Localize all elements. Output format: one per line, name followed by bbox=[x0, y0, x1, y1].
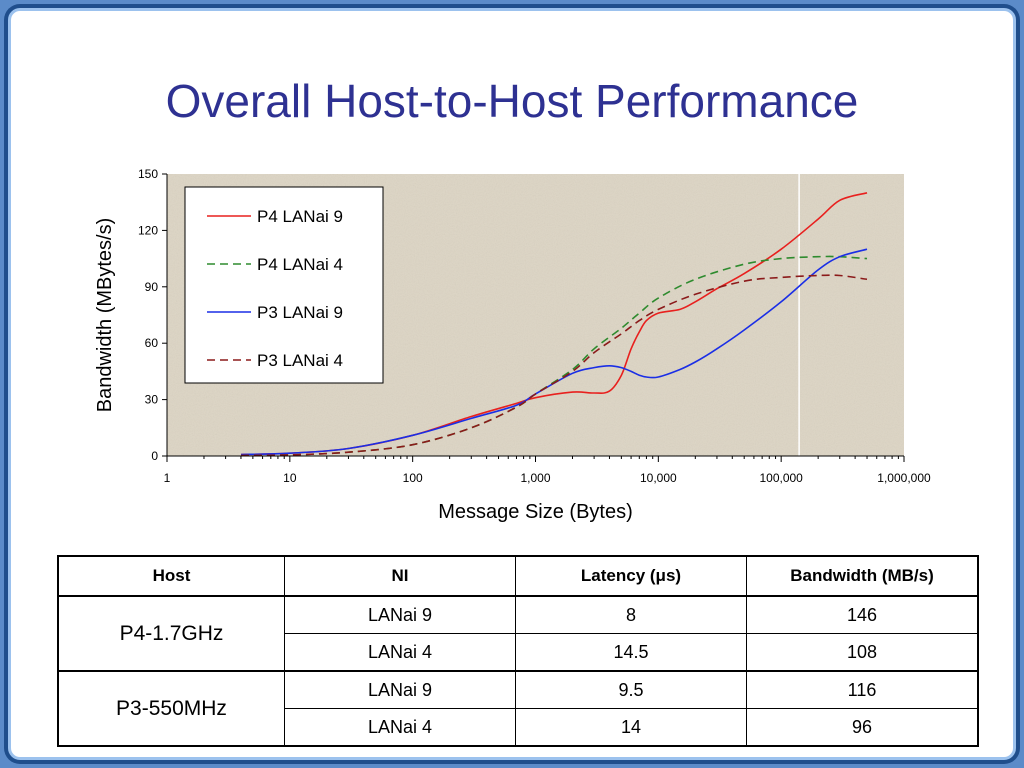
table-row: P3-550MHz LANai 9 9.5 116 bbox=[57, 670, 979, 747]
legend-label-p3-lanai-9: P3 LANai 9 bbox=[257, 303, 343, 322]
slide-content: Overall Host-to-Host Performance 0 30 60 90… bbox=[8, 8, 1016, 760]
x-tick-label: 1 bbox=[164, 471, 171, 485]
x-tick-label: 100,000 bbox=[759, 471, 803, 485]
performance-table: Host NI Latency (μs) Bandwidth (MB/s) P4… bbox=[57, 555, 979, 747]
series-line-p4-lanai-9 bbox=[240, 192, 868, 456]
host-cell: P4-1.7GHz bbox=[57, 595, 285, 672]
latency-cell: 14.5 bbox=[515, 633, 747, 672]
bandwidth-cell: 116 bbox=[746, 670, 979, 709]
table-header-row: Host NI Latency (μs) Bandwidth (MB/s) bbox=[57, 555, 979, 597]
latency-cell: 14 bbox=[515, 708, 747, 747]
x-tick-label: 1,000,000 bbox=[877, 471, 931, 485]
y-tick-label: 150 bbox=[138, 167, 158, 181]
latency-cell: 9.5 bbox=[515, 670, 747, 709]
y-tick-label: 120 bbox=[138, 223, 158, 237]
y-tick-label: 90 bbox=[145, 280, 159, 294]
x-axis-label: Message Size (Bytes) bbox=[438, 501, 633, 523]
y-axis-label: Bandwidth (MBytes/s) bbox=[94, 218, 116, 413]
ni-cell: LANai 4 bbox=[284, 633, 516, 672]
legend bbox=[184, 186, 384, 384]
header-host: Host bbox=[57, 555, 285, 597]
series-line-p3-lanai-9 bbox=[240, 248, 868, 456]
ni-cell: LANai 9 bbox=[284, 595, 516, 634]
latency-cell: 8 bbox=[515, 595, 747, 634]
slide-frame: Overall Host-to-Host Performance 0 30 60 90… bbox=[4, 4, 1020, 764]
legend-label-p4-lanai-9: P4 LANai 9 bbox=[257, 207, 343, 226]
x-tick-label: 1,000 bbox=[520, 471, 550, 485]
x-tick-label: 10 bbox=[283, 471, 297, 485]
bandwidth-cell: 96 bbox=[746, 708, 979, 747]
y-tick-label: 30 bbox=[145, 393, 159, 407]
header-ni: NI bbox=[284, 555, 516, 597]
legend-label-p3-lanai-4: P3 LANai 4 bbox=[257, 351, 343, 370]
x-tick-label: 10,000 bbox=[640, 471, 677, 485]
ni-cell: LANai 9 bbox=[284, 670, 516, 709]
header-bandwidth: Bandwidth (MB/s) bbox=[746, 555, 979, 597]
legend-label-p4-lanai-4: P4 LANai 4 bbox=[257, 255, 343, 274]
table-row: P4-1.7GHz LANai 9 8 146 bbox=[57, 595, 979, 672]
slide-title: Overall Host-to-Host Performance bbox=[165, 75, 859, 127]
table-row: LANai 4 14 96 bbox=[58, 708, 979, 747]
y-tick-label: 60 bbox=[145, 336, 159, 350]
bandwidth-cell: 146 bbox=[746, 595, 979, 634]
host-cell: P3-550MHz bbox=[57, 670, 285, 747]
header-latency: Latency (μs) bbox=[515, 555, 747, 597]
bandwidth-cell: 108 bbox=[746, 633, 979, 672]
series-line-p3-lanai-4 bbox=[240, 274, 868, 457]
bandwidth-chart: 0 30 60 90 120 150 1 10 100 1,000 10,000 100,000 1,0… bbox=[94, 167, 931, 523]
ni-cell: LANai 4 bbox=[284, 708, 516, 747]
y-tick-label: 0 bbox=[151, 449, 158, 463]
x-tick-label: 100 bbox=[403, 471, 423, 485]
